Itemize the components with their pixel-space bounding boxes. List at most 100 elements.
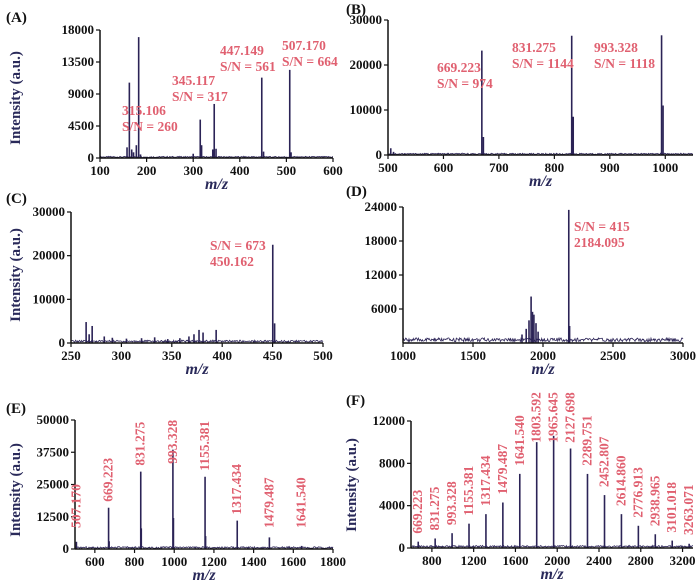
x-tick-label: 300 [112, 348, 132, 363]
peak-annotation: 669.223 [410, 490, 425, 534]
y-tick-label: 9000 [68, 86, 94, 101]
peak-annotation: 1155.381 [461, 466, 476, 516]
y-tick-label: 30000 [350, 12, 383, 27]
x-tick-label: 800 [422, 553, 442, 568]
peak-annotation: 2938.965 [647, 475, 662, 526]
y-tick-label: 12500 [37, 509, 70, 524]
y-tick-label: 24000 [365, 199, 398, 214]
x-tick-label: 700 [489, 160, 509, 175]
y-tick-label: 0 [376, 147, 383, 162]
x-tick-label: 1600 [280, 554, 306, 569]
panel-label: (D) [346, 184, 367, 200]
x-axis-title: m/z [192, 567, 216, 582]
peak-annotation: 669.223 [437, 60, 481, 75]
y-tick-label: 37500 [37, 444, 70, 459]
y-tick-label: 0 [399, 540, 406, 555]
x-axis-title: m/z [185, 361, 209, 378]
x-tick-label: 400 [212, 348, 232, 363]
peak-annotation: 669.223 [101, 458, 116, 502]
peak-annotation: 450.162 [210, 254, 254, 269]
y-tick-label: 18000 [62, 22, 95, 37]
x-tick-label: 500 [277, 163, 297, 178]
peak-annotation: 831.275 [133, 421, 148, 465]
peak-annotation: S/N = 317 [172, 89, 228, 104]
y-tick-label: 0 [59, 335, 66, 350]
y-tick-label: 4500 [68, 118, 94, 133]
x-tick-label: 3200 [670, 553, 696, 568]
panel-b: (B)500 600 700 800 900 10000100002000030000m/… [346, 2, 694, 190]
x-tick-label: 600 [85, 554, 105, 569]
peak-annotation: 1803.592 [529, 392, 544, 443]
peak-annotation: S/N = 1144 [512, 56, 574, 71]
y-tick-label: 10000 [33, 291, 66, 306]
x-tick-label: 900 [600, 160, 620, 175]
x-tick-label: 100 [90, 163, 110, 178]
peak-annotation: 1155.381 [197, 421, 212, 471]
y-axis-title: Intensity (a.u.) [8, 443, 24, 537]
x-tick-label: 1200 [201, 554, 227, 569]
y-tick-label: 6000 [371, 301, 397, 316]
x-tick-label: 1800 [320, 554, 346, 569]
panel-label: (C) [6, 191, 27, 207]
peak-annotation: 2184.095 [574, 235, 625, 250]
panel-a: (A) 100 200 300 400 500 600 0 4500 9000 13500 18000… [6, 10, 343, 193]
x-tick-label: 2000 [530, 348, 556, 363]
peak-annotation: S/N = 673 [210, 238, 266, 253]
x-tick-label: 500 [378, 160, 398, 175]
peak-annotation: 345.117 [172, 73, 215, 88]
peak-annotation: 1641.540 [294, 477, 309, 528]
y-tick-label: 12000 [373, 413, 406, 428]
baseline-noise [71, 339, 324, 344]
peak-annotation: 993.328 [594, 40, 638, 55]
peak-annotation: 1479.487 [495, 444, 510, 495]
peak-annotation: 2127.698 [563, 392, 578, 443]
y-tick-label: 0 [88, 150, 95, 165]
panel-d: (D) 1000 1500 2000 2500 3000 6000 12000 18000 240… [346, 184, 696, 378]
x-tick-label: 3000 [670, 348, 696, 363]
peak-annotation: 447.149 [220, 43, 264, 58]
peak-annotation: 1317.434 [229, 464, 244, 515]
x-tick-label: 250 [61, 348, 81, 363]
y-tick-label: 4000 [379, 498, 405, 513]
peak-annotation: 1479.487 [261, 477, 276, 528]
peak-annotation: 1641.540 [512, 415, 527, 466]
peak-annotation: S/N = 415 [574, 219, 630, 234]
x-tick-label: 1400 [241, 554, 267, 569]
peak-annotation: 993.328 [444, 481, 459, 525]
x-tick-label: 450 [263, 348, 283, 363]
peak-annotation: 2289.751 [579, 415, 594, 466]
y-tick-label: 10000 [350, 102, 383, 117]
panel-label: (A) [6, 10, 27, 26]
x-axis-title: m/z [205, 176, 229, 193]
baseline-noise [410, 544, 694, 549]
y-tick-label: 50000 [37, 412, 70, 427]
peak-annotation: 2776.913 [630, 467, 645, 518]
x-tick-label: 1000 [161, 554, 187, 569]
panel-label: (F) [346, 393, 365, 409]
y-axis-title: Intensity (a.u.) [8, 51, 24, 145]
peak-annotation: 2452.807 [597, 436, 612, 487]
y-tick-label: 25000 [37, 477, 70, 492]
x-tick-label: 2500 [600, 348, 626, 363]
x-tick-label: 1500 [460, 348, 486, 363]
x-axis-title: m/z [529, 173, 553, 190]
peak-annotation: 993.328 [165, 420, 180, 464]
peak-annotation: S/N = 1118 [594, 56, 655, 71]
y-tick-label: 12000 [365, 267, 398, 282]
peak-annotation: S/N = 664 [282, 54, 338, 69]
peak-annotation: S/N = 260 [122, 119, 178, 134]
panel-label: (E) [6, 401, 26, 417]
y-tick-label: 13500 [62, 54, 95, 69]
x-tick-label: 2000 [544, 553, 570, 568]
y-tick-label: 30000 [33, 204, 66, 219]
x-tick-label: 1200 [461, 553, 487, 568]
peak-annotation: S/N = 561 [220, 59, 276, 74]
y-tick-label: 20000 [33, 248, 66, 263]
x-tick-label: 800 [545, 160, 565, 175]
x-tick-label: 800 [125, 554, 145, 569]
y-tick-label: 0 [63, 541, 70, 556]
peak-annotation: 3263.071 [681, 484, 696, 535]
peak-annotation: 3101.018 [664, 482, 679, 533]
peak-annotation: 1317.434 [478, 455, 493, 506]
